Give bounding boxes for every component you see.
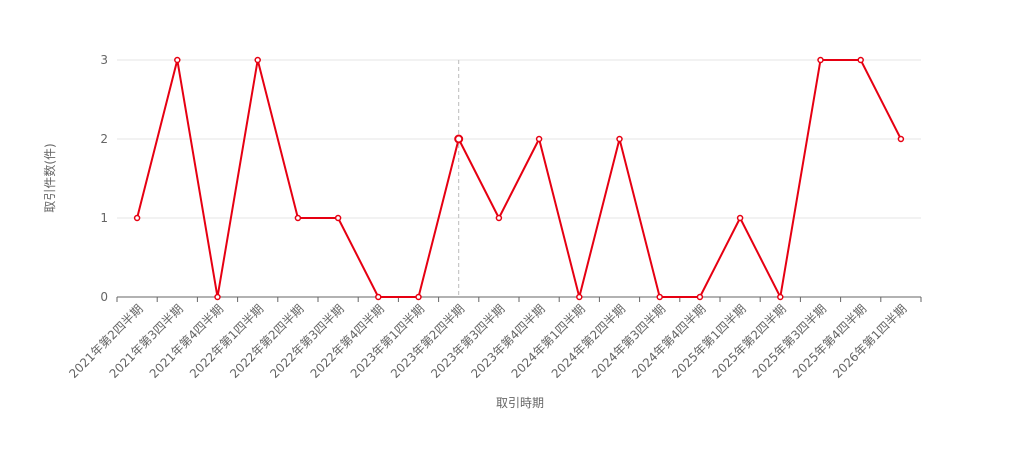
x-tick-label: 2025年第3四半期 <box>750 302 829 381</box>
x-tick-label: 2024年第2四半期 <box>549 302 628 381</box>
point <box>535 135 543 143</box>
y-tick-label: 2 <box>100 132 108 146</box>
x-tick-label: 2024年第1四半期 <box>509 302 588 381</box>
x-tick-label: 2022年第4四半期 <box>308 302 387 381</box>
point <box>214 293 221 301</box>
x-tick-label: 2023年第1四半期 <box>348 302 427 381</box>
point <box>656 293 663 301</box>
x-tick-label: 2025年第2四半期 <box>710 302 789 381</box>
point <box>736 214 744 222</box>
x-tick-label: 2023年第2四半期 <box>388 302 467 381</box>
point <box>576 293 583 301</box>
point <box>133 214 141 222</box>
point <box>495 214 503 222</box>
point <box>857 56 864 64</box>
y-tick-label: 0 <box>100 290 108 304</box>
x-tick-label: 2022年第1四半期 <box>187 302 266 381</box>
x-tick-label: 2021年第3四半期 <box>107 302 186 381</box>
x-tick-label: 2025年第1四半期 <box>669 302 748 381</box>
point <box>334 214 342 222</box>
line <box>136 59 902 301</box>
y-tick-label: 3 <box>100 53 108 67</box>
x-tick-label: 2021年第4四半期 <box>147 302 226 381</box>
point <box>294 214 302 222</box>
x-tick-label: 2022年第2四半期 <box>227 302 306 381</box>
point <box>696 293 704 301</box>
x-tick-label: 2022年第3四半期 <box>267 302 346 381</box>
point <box>415 293 422 301</box>
point <box>254 56 261 64</box>
x-tick-label: 2025年第4四半期 <box>790 302 869 381</box>
point <box>777 293 784 301</box>
y-axis-title: 取引件数(件) <box>42 143 57 212</box>
x-tick-label: 2023年第4四半期 <box>468 302 547 381</box>
x-tick-label: 2021年第2四半期 <box>66 302 145 381</box>
x-tick-label: 2024年第3四半期 <box>589 302 668 381</box>
point <box>454 134 464 144</box>
x-tick-label: 2023年第3四半期 <box>428 302 507 381</box>
y-tick-label: 1 <box>100 211 108 225</box>
point <box>174 56 181 64</box>
point <box>375 293 382 301</box>
x-tick-label: 2026年第1四半期 <box>830 302 909 381</box>
point <box>897 135 905 143</box>
point <box>817 56 824 64</box>
x-axis-title: 取引時期 <box>496 396 544 410</box>
x-tick-label: 2024年第4四半期 <box>629 302 708 381</box>
point <box>616 135 623 143</box>
